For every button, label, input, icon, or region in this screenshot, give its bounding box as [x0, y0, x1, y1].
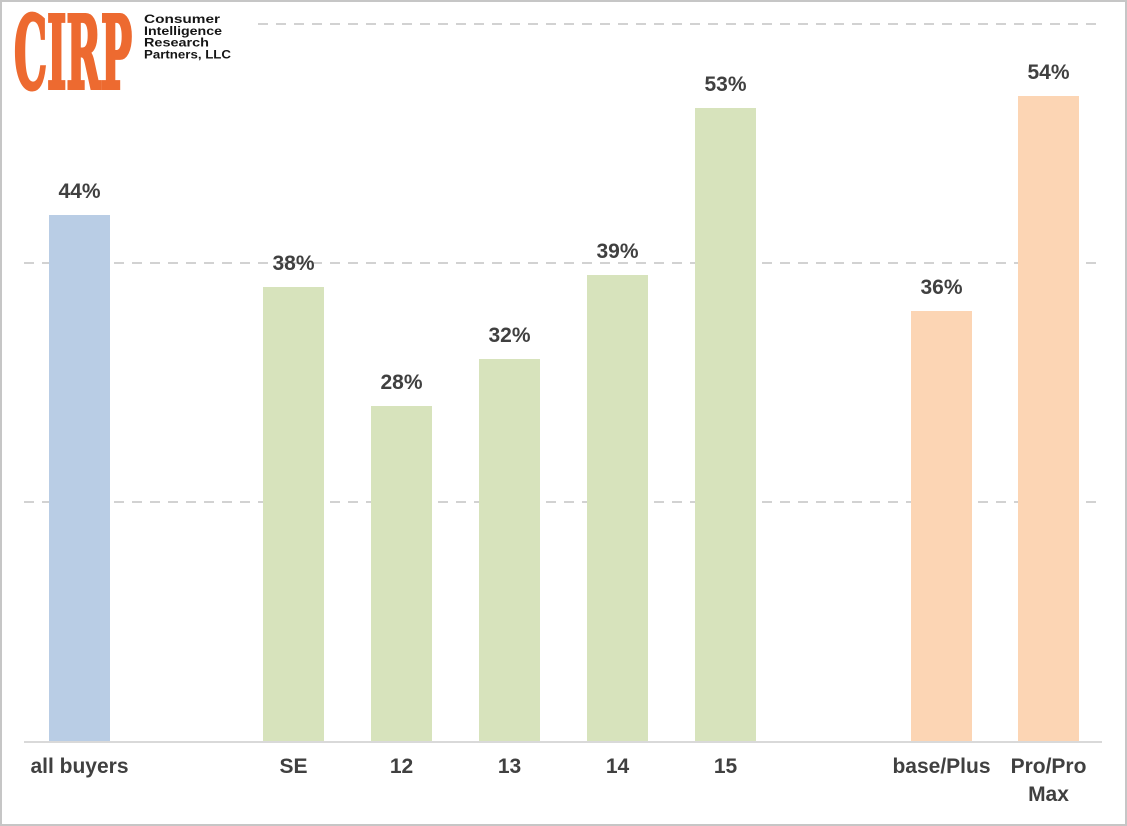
category-label: base/Plus: [892, 755, 991, 778]
value-label: 44%: [58, 180, 101, 204]
category-label: all buyers: [30, 755, 129, 778]
cirp-brand-text: CIRP: [14, 2, 132, 104]
bar-15: [695, 107, 756, 741]
gridline-40pct: [24, 262, 1102, 264]
logo-line-research: Research: [144, 36, 209, 50]
x-axis-line: [24, 741, 1102, 743]
logo-line-partners: Partners, LLC: [144, 47, 231, 61]
value-label: 36%: [920, 275, 963, 299]
cirp-logo: CIRP Consumer Intelligence Research Part…: [2, 2, 254, 114]
category-label: 13: [497, 755, 522, 778]
category-label: 12: [389, 755, 414, 778]
bar-pro-pro-max: [1018, 95, 1079, 741]
value-label: 38%: [272, 251, 315, 275]
bar-base-plus: [911, 310, 972, 741]
value-label: 39%: [596, 239, 639, 263]
category-label: SE: [279, 755, 308, 778]
category-label: Pro/Pro Max: [1010, 755, 1087, 806]
bar-14: [587, 274, 648, 741]
cirp-logo-graphic: CIRP Consumer Intelligence Research Part…: [12, 2, 231, 114]
value-label: 28%: [380, 371, 423, 395]
category-label: 15: [713, 755, 738, 778]
value-label: 53%: [704, 72, 747, 96]
logo-line-intelligence: Intelligence: [144, 24, 222, 38]
bar-13: [479, 358, 540, 741]
category-label: 14: [605, 755, 630, 778]
value-label: 32%: [488, 323, 531, 347]
gridline-60pct: [24, 23, 1102, 25]
bar-all-buyers: [49, 215, 110, 741]
bar-se: [263, 286, 324, 741]
logo-line-consumer: Consumer: [144, 12, 220, 26]
gridline-20pct: [24, 501, 1102, 503]
bar-12: [371, 406, 432, 741]
value-label: 54%: [1027, 60, 1070, 84]
